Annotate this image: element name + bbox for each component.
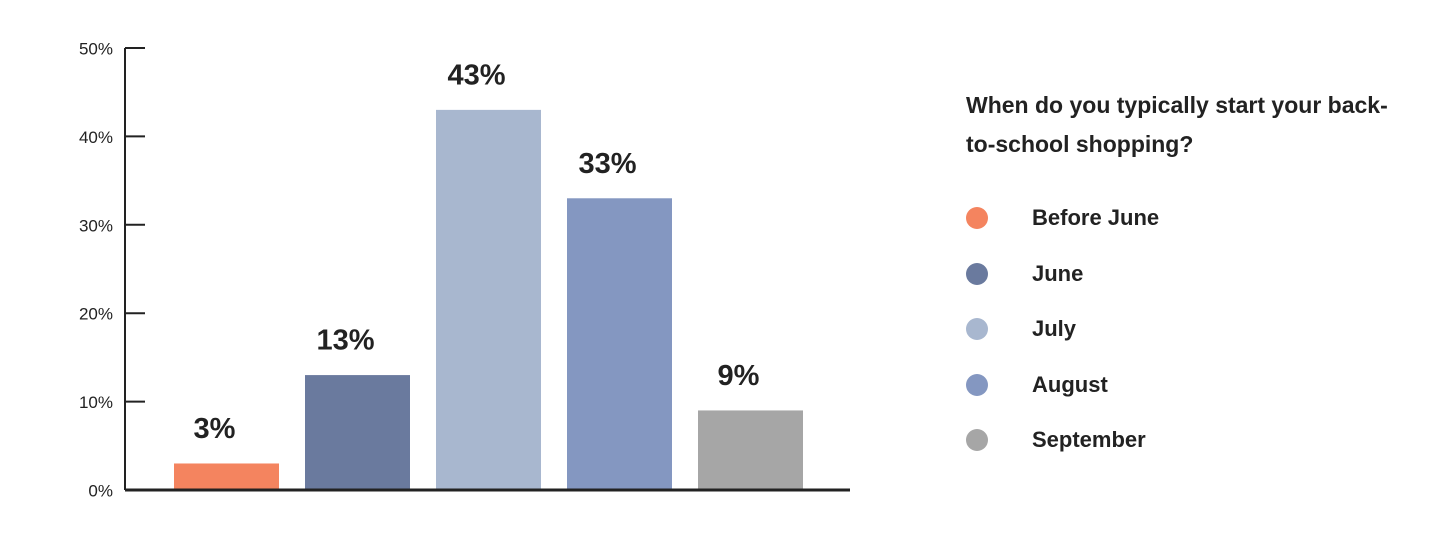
bar (567, 198, 672, 490)
legend-item: July (966, 316, 1077, 341)
value-label: 9% (718, 360, 760, 392)
value-label: 43% (447, 60, 505, 92)
bar (174, 463, 279, 490)
legend-item: June (966, 260, 1084, 286)
legend-label: June (1032, 260, 1084, 286)
legend-item: Before June (966, 205, 1160, 230)
bar (698, 410, 803, 490)
y-tick-label: 40% (79, 128, 113, 147)
legend-swatch (966, 207, 988, 229)
value-label: 13% (316, 325, 374, 357)
legend-title: When do you typically start your back-to… (966, 92, 1388, 157)
value-label: 33% (578, 148, 636, 180)
legend-item: August (966, 371, 1108, 397)
value-label: 3% (194, 413, 236, 445)
bar (305, 375, 410, 490)
chart: 0% 10% 20% 30% 40% 50% 3% 13% 43% 33% 9% (79, 39, 850, 500)
legend-label: August (1032, 371, 1108, 397)
y-tick-label: 10% (79, 393, 113, 412)
legend-swatch (966, 262, 988, 285)
legend-swatch (966, 373, 988, 396)
y-tick-label: 30% (79, 216, 113, 235)
legend-swatch (966, 429, 988, 451)
legend-label: Before June (1032, 205, 1160, 230)
legend-swatch (966, 318, 988, 340)
y-tick-label: 50% (79, 39, 113, 58)
legend-label: July (1032, 316, 1077, 341)
legend-label: September (1032, 427, 1146, 452)
y-tick-label: 0% (88, 481, 113, 500)
bar (436, 109, 541, 490)
legend-item: September (966, 427, 1146, 452)
y-tick-label: 20% (79, 305, 113, 324)
